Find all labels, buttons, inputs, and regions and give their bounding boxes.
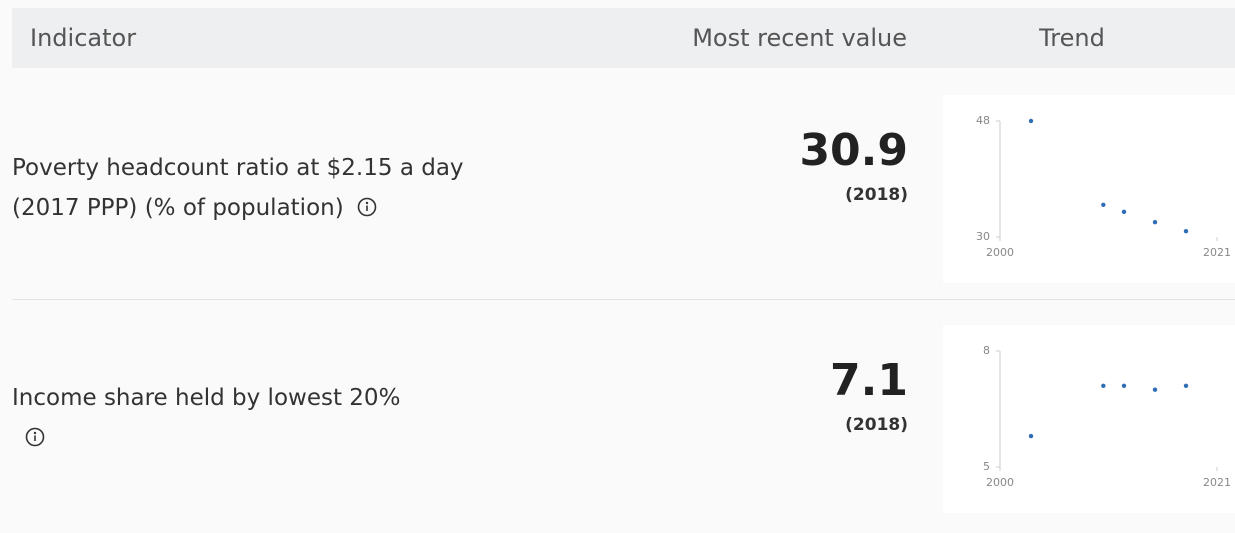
table-row: Poverty headcount ratio at $2.15 a day (… [0,73,1235,303]
data-point [1101,383,1106,388]
data-point [1101,202,1106,207]
recent-year: (2018) [845,185,908,205]
y-tick-label: 5 [983,460,990,473]
table-header: Indicator Most recent value Trend [12,8,1235,68]
data-point [1028,118,1034,124]
header-value: Most recent value [692,24,907,52]
trend-chart: 5 8 2000 2021 [943,325,1235,513]
x-tick-label: 2021 [1203,476,1231,489]
info-icon [357,197,377,217]
data-point [1152,387,1158,392]
table-row: Income share held by lowest 20% 7.1 (2018)… [0,303,1235,533]
indicator-name: Income share held by lowest 20% [12,378,412,458]
x-tick-label: 2000 [986,246,1014,259]
data-point [1152,219,1158,225]
y-tick-label: 30 [976,230,990,243]
x-tick-label: 2021 [1203,246,1231,259]
trend-chart: 30 48 2000 2021 [943,95,1235,283]
data-point [1121,383,1127,388]
x-tick-label: 2000 [986,476,1014,489]
y-tick-label: 48 [976,114,990,127]
info-icon-dot [33,431,37,435]
data-point [1183,383,1189,388]
y-tick-label: 8 [983,344,990,357]
header-indicator: Indicator [30,24,137,52]
header-trend: Trend [1039,24,1105,52]
row-separator [12,299,1235,300]
recent-value: 7.1 [830,355,908,406]
info-icon-circle [25,427,45,447]
data-point [1028,433,1034,439]
indicator-text: Income share held by lowest 20% [12,385,401,411]
data-point [1121,209,1127,215]
info-icon-circle [357,197,377,217]
indicator-name: Poverty headcount ratio at $2.15 a day (… [12,148,492,228]
recent-year: (2018) [845,415,908,435]
info-icon [25,427,45,447]
page: Indicator Most recent value Trend (() =>… [0,8,1235,489]
indicator-text: Poverty headcount ratio at $2.15 a day (… [12,155,464,221]
info-icon-dot [365,201,368,205]
data-point [1183,229,1189,234]
recent-value: 30.9 [799,125,908,176]
